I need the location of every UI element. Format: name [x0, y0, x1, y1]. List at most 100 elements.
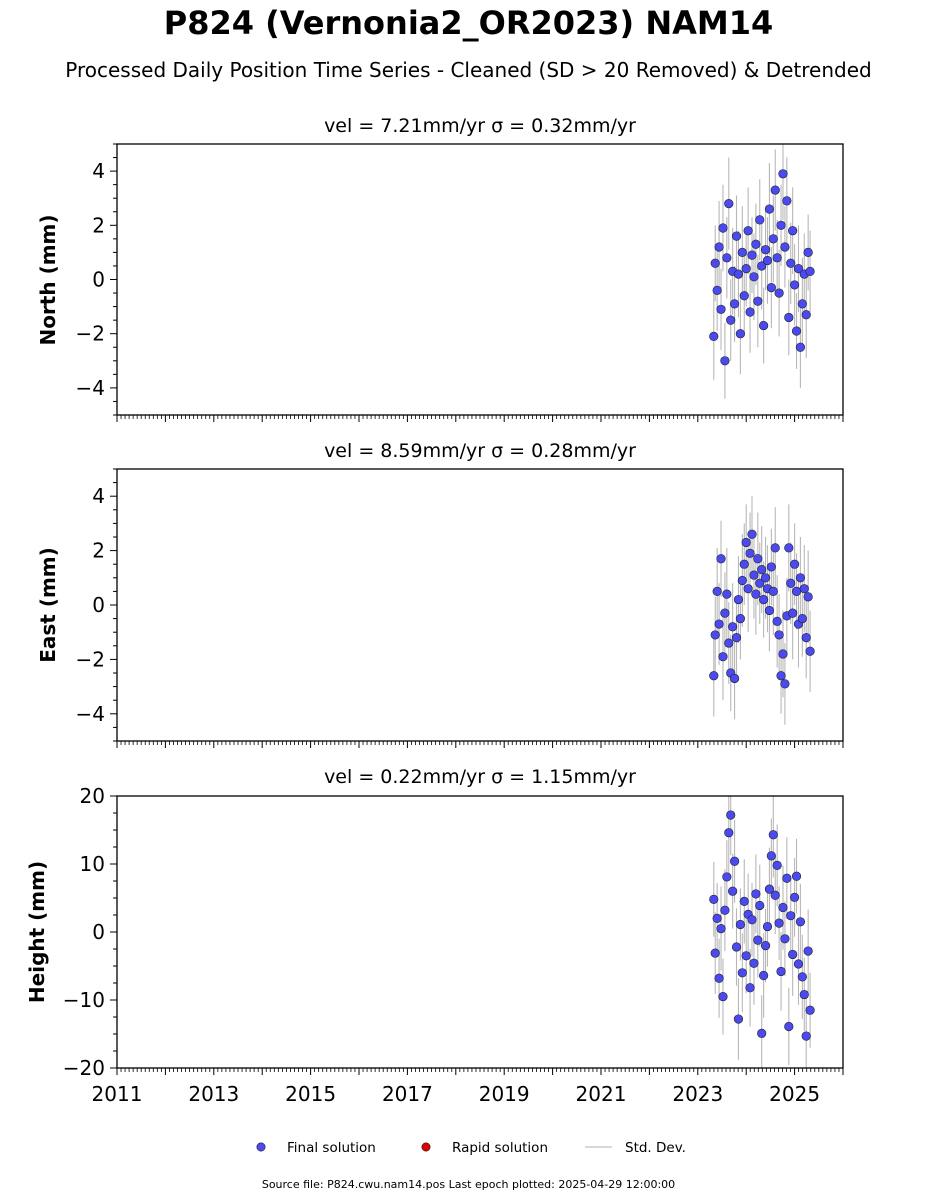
east-plot-frame — [116, 468, 844, 742]
height-data-point — [731, 942, 742, 952]
north-data-point — [753, 296, 763, 306]
height-data-point — [760, 940, 771, 951]
east-data-point — [757, 565, 767, 575]
east-data-point — [788, 608, 798, 618]
east-data-point — [741, 537, 751, 548]
north-data-point — [782, 196, 792, 206]
north-data-point — [751, 239, 761, 249]
north-data-point — [718, 223, 728, 233]
east-data-point — [772, 616, 782, 626]
east-data-point — [714, 619, 724, 629]
north-data-point — [791, 326, 802, 336]
east-data-point — [774, 630, 784, 640]
east-data-point — [797, 613, 807, 624]
height-plot-frame — [116, 795, 844, 1069]
north-data-point — [731, 231, 742, 241]
height-x-tick-label: 2015 — [285, 1082, 336, 1106]
north-data-point — [747, 250, 757, 260]
height-x-tick-label: 2021 — [576, 1082, 627, 1106]
east-data-point — [805, 646, 815, 656]
north-y-ticks: −4 −2 0 2 4 — [76, 143, 117, 416]
north-data-point — [774, 288, 784, 298]
height-data-point — [791, 871, 802, 881]
east-data-point — [764, 605, 775, 616]
height-panel-title: vel = 0.22mm/yr σ = 1.15mm/yr — [324, 766, 636, 788]
height-data-point — [768, 830, 778, 840]
height-data-point — [755, 900, 765, 911]
east-data-point — [709, 671, 719, 681]
height-data-point — [799, 989, 809, 1000]
legend-stddev-label: Std. Dev. — [625, 1140, 686, 1156]
height-data-point — [722, 872, 732, 882]
east-data-point — [749, 570, 759, 580]
height-data-point — [788, 949, 798, 960]
north-data-point — [743, 226, 753, 236]
north-data-point — [793, 264, 804, 274]
height-data-point — [710, 948, 720, 958]
chart-title: P824 (Vernonia2_OR2023) NAM14 — [163, 4, 774, 42]
east-data-point — [778, 649, 788, 659]
north-data-point — [772, 253, 782, 263]
north-data-point — [759, 320, 769, 331]
north-data-point — [733, 269, 744, 279]
north-data-point — [780, 242, 790, 252]
north-data-point — [729, 299, 740, 309]
height-x-tick-label: 2019 — [479, 1082, 530, 1106]
height-x-tick-label: 2025 — [769, 1082, 820, 1106]
north-data-point — [788, 226, 798, 236]
east-data-point — [718, 652, 728, 662]
legend-rapid-label: Rapid solution — [452, 1140, 548, 1156]
north-x-ticks — [116, 415, 844, 422]
north-data-point — [755, 215, 765, 225]
east-data-point — [770, 543, 780, 553]
north-data-point — [803, 247, 813, 257]
north-plot-frame — [116, 143, 844, 416]
north-data-point — [745, 307, 755, 317]
east-data-point — [731, 633, 742, 643]
east-data-point — [784, 543, 794, 553]
height-data-point — [720, 905, 730, 915]
height-data-point — [803, 946, 813, 956]
north-data-point — [784, 312, 794, 323]
height-data-point — [795, 917, 806, 927]
height-data-point — [789, 892, 800, 902]
north-data-point — [709, 331, 719, 342]
north-data-point — [757, 261, 767, 271]
height-data-point — [780, 934, 790, 944]
height-data-point — [716, 923, 726, 934]
north-data-point — [805, 266, 815, 276]
north-axis-label: North (mm) — [36, 214, 60, 345]
east-y-tick-label: −2 — [76, 647, 105, 671]
height-x-ticks: 2011 2013 2015 2017 2019 2021 2023 2025 — [92, 1068, 844, 1106]
height-data-point — [784, 1021, 794, 1032]
east-data-point — [803, 592, 813, 602]
height-axis-label: Height (mm) — [25, 861, 49, 1003]
east-y-tick-label: −4 — [76, 702, 105, 726]
east-data-point — [743, 584, 753, 594]
east-y-ticks: −4 −2 0 2 4 — [76, 468, 117, 742]
height-data-point — [728, 886, 738, 896]
height-data-point — [762, 921, 773, 932]
east-data-point — [753, 554, 763, 564]
north-data-point — [760, 245, 771, 255]
north-data-point — [749, 272, 759, 282]
east-data-point — [724, 638, 734, 648]
height-data-point — [739, 896, 749, 907]
east-data-point — [722, 589, 732, 599]
east-data-point — [739, 559, 749, 569]
east-data-point — [799, 584, 809, 594]
height-y-tick-label: −10 — [63, 988, 105, 1012]
east-data-point — [786, 578, 796, 588]
height-data-point — [764, 884, 775, 894]
height-data-point — [797, 972, 807, 982]
height-x-tick-label: 2011 — [92, 1082, 143, 1106]
east-data-point — [735, 613, 745, 624]
north-data-point — [789, 280, 800, 290]
north-data-point — [770, 185, 780, 195]
north-data-point — [797, 299, 807, 309]
height-x-tick-label: 2017 — [382, 1082, 433, 1106]
height-x-tick-label: 2013 — [188, 1082, 239, 1106]
height-data-point — [718, 991, 728, 1002]
height-data-point — [741, 951, 751, 961]
